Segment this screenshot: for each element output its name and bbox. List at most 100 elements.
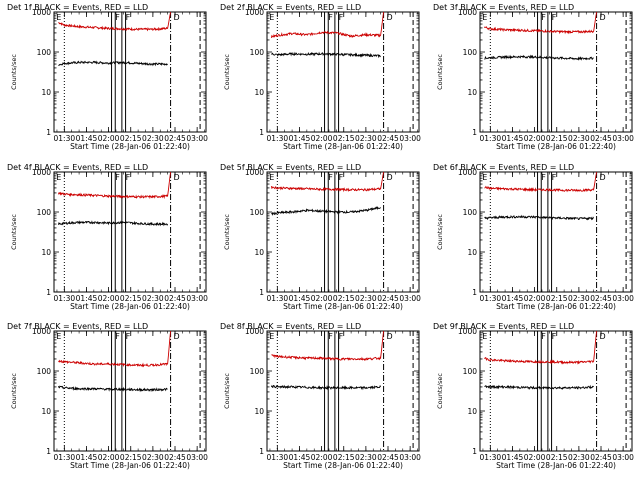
- flag-label: F: [126, 332, 131, 341]
- x-axis-label: Start Time (28-Jan-06 01:22:40): [70, 302, 190, 311]
- chart-title: Det 8f BLACK = Events, RED = LLD: [220, 322, 361, 331]
- chart-title: Det 5f BLACK = Events, RED = LLD: [220, 163, 361, 172]
- y-tick-label: 10: [254, 88, 264, 97]
- y-tick-label: 1000: [32, 327, 51, 336]
- flag-label: E: [56, 13, 61, 22]
- x-tick-label: 02:30: [568, 134, 590, 143]
- x-tick-label: 01:45: [502, 134, 524, 143]
- x-tick-label: 02:45: [164, 453, 186, 462]
- plot-frame: [266, 171, 420, 293]
- lld-series-line: [58, 12, 172, 32]
- x-tick-label: 01:45: [76, 453, 98, 462]
- chart-title: Det 3f BLACK = Events, RED = LLD: [433, 3, 574, 12]
- flag-label: F: [328, 332, 333, 341]
- flag-label: D: [174, 173, 180, 182]
- y-axis-label: Counts/sec: [223, 373, 231, 409]
- flag-label: E: [269, 173, 274, 182]
- y-tick-label: 10: [467, 248, 477, 257]
- x-tick-label: 01:30: [480, 134, 502, 143]
- plot-frame: [479, 171, 633, 293]
- events-series-line: [271, 206, 381, 216]
- x-tick-label: 02:45: [377, 294, 399, 303]
- flag-label: E: [269, 332, 274, 341]
- x-tick-label: 02:30: [355, 134, 377, 143]
- chart-panel: Det 1f BLACK = Events, RED = LLD 1 10 100 10…: [7, 3, 208, 151]
- y-axis-label: Counts/sec: [223, 54, 231, 90]
- flag-label: F: [339, 13, 344, 22]
- x-tick-label: 03:00: [186, 294, 208, 303]
- x-axis-label: Start Time (28-Jan-06 01:22:40): [496, 461, 616, 470]
- y-tick-label: 1000: [245, 8, 264, 17]
- x-tick-label: 03:00: [186, 453, 208, 462]
- flag-label: D: [387, 13, 393, 22]
- events-series-line: [58, 60, 168, 67]
- y-tick-label: 100: [463, 48, 478, 57]
- x-tick-label: 02:30: [355, 453, 377, 462]
- x-axis-label: Start Time (28-Jan-06 01:22:40): [283, 142, 403, 151]
- x-tick-label: 02:45: [590, 453, 612, 462]
- y-tick-label: 1000: [245, 168, 264, 177]
- x-tick-label: 02:45: [590, 134, 612, 143]
- x-tick-label: 01:30: [267, 294, 289, 303]
- x-tick-label: 02:00: [311, 134, 333, 143]
- x-tick-label: 02:15: [333, 134, 355, 143]
- y-tick-label: 1000: [458, 327, 477, 336]
- flag-label: D: [174, 332, 180, 341]
- y-tick-label: 10: [254, 248, 264, 257]
- lld-series-line: [270, 12, 385, 38]
- flag-label: E: [56, 332, 61, 341]
- y-axis-label: Counts/sec: [436, 54, 444, 90]
- x-axis-label: Start Time (28-Jan-06 01:22:40): [496, 142, 616, 151]
- x-tick-label: 02:00: [524, 134, 546, 143]
- y-tick-label: 1: [259, 288, 264, 297]
- events-series-line: [57, 220, 169, 227]
- y-tick-label: 10: [467, 407, 477, 416]
- x-tick-label: 02:00: [98, 294, 120, 303]
- flag-label: F: [552, 173, 557, 182]
- y-tick-label: 10: [41, 407, 51, 416]
- x-tick-label: 02:45: [590, 294, 612, 303]
- flag-label: D: [600, 332, 606, 341]
- lld-series-line: [484, 12, 598, 35]
- x-axis-label: Start Time (28-Jan-06 01:22:40): [70, 142, 190, 151]
- x-tick-label: 02:15: [333, 294, 355, 303]
- lld-series-line: [484, 331, 598, 365]
- plot-frame: [266, 11, 420, 133]
- y-tick-label: 1000: [32, 168, 51, 177]
- x-tick-label: 03:00: [399, 453, 421, 462]
- lld-series-line: [58, 331, 172, 368]
- x-tick-label: 02:15: [546, 294, 568, 303]
- chart-title: Det 7f BLACK = Events, RED = LLD: [7, 322, 148, 331]
- x-tick-label: 02:15: [546, 134, 568, 143]
- x-tick-label: 01:30: [54, 453, 76, 462]
- plot-frame: [53, 330, 207, 452]
- x-tick-label: 02:15: [120, 134, 142, 143]
- y-tick-label: 1: [46, 447, 51, 456]
- y-tick-label: 10: [254, 407, 264, 416]
- y-tick-label: 1: [472, 447, 477, 456]
- events-series-line: [484, 54, 594, 61]
- y-tick-label: 100: [463, 208, 478, 217]
- x-tick-label: 02:15: [120, 453, 142, 462]
- x-tick-label: 01:45: [289, 294, 311, 303]
- x-tick-label: 01:45: [76, 294, 98, 303]
- events-series-line: [271, 51, 381, 59]
- flag-label: F: [115, 332, 120, 341]
- chart-panel: Det 2f BLACK = Events, RED = LLD 1 10 100 10…: [220, 3, 421, 151]
- x-axis-label: Start Time (28-Jan-06 01:22:40): [496, 302, 616, 311]
- y-tick-label: 1000: [245, 327, 264, 336]
- y-tick-label: 10: [41, 248, 51, 257]
- flag-label: D: [174, 13, 180, 22]
- flag-label: F: [339, 173, 344, 182]
- x-tick-label: 02:00: [98, 453, 120, 462]
- x-tick-label: 02:45: [377, 134, 399, 143]
- plot-frame: [53, 11, 207, 133]
- flag-label: E: [56, 173, 61, 182]
- x-axis-label: Start Time (28-Jan-06 01:22:40): [283, 461, 403, 470]
- x-tick-label: 03:00: [612, 294, 634, 303]
- chart-panel: Det 7f BLACK = Events, RED = LLD 1 10 100 10…: [7, 322, 208, 470]
- chart-panel: Det 3f BLACK = Events, RED = LLD 1 10 100 10…: [433, 3, 634, 151]
- x-tick-label: 02:30: [142, 134, 164, 143]
- flag-label: F: [126, 173, 131, 182]
- lld-series-line: [57, 172, 172, 200]
